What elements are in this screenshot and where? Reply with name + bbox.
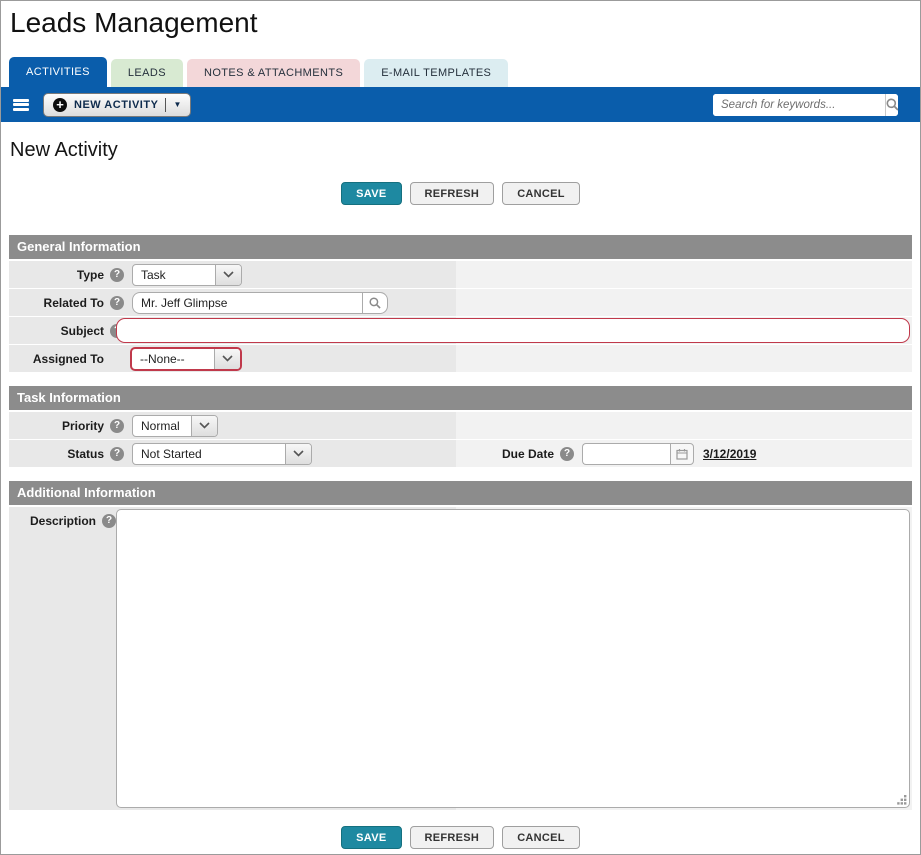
status-due-date-row: Status ? Not Started Due Date ? bbox=[9, 440, 912, 467]
task-information-section: Task Information Priority ? Normal bbox=[9, 386, 912, 467]
help-icon[interactable]: ? bbox=[110, 446, 124, 461]
status-label: Status bbox=[67, 446, 104, 461]
tab-activities[interactable]: ACTIVITIES bbox=[9, 57, 107, 87]
tab-email-templates[interactable]: E-MAIL TEMPLATES bbox=[364, 59, 509, 87]
tab-bar: ACTIVITIES LEADS NOTES & ATTACHMENTS E-M… bbox=[1, 57, 920, 87]
search-box bbox=[713, 93, 898, 116]
toolbar: + NEW ACTIVITY ▼ bbox=[1, 87, 920, 122]
menu-icon[interactable] bbox=[13, 98, 29, 111]
due-date-label: Due Date bbox=[501, 446, 554, 461]
general-information-section: General Information Type ? Task bbox=[9, 235, 912, 372]
due-date-input[interactable] bbox=[582, 442, 670, 465]
save-button[interactable]: SAVE bbox=[341, 182, 402, 205]
chevron-down-icon bbox=[285, 443, 311, 464]
help-icon[interactable]: ? bbox=[110, 418, 124, 433]
tab-leads[interactable]: LEADS bbox=[110, 59, 183, 87]
assigned-to-label: Assigned To bbox=[32, 351, 104, 366]
lookup-search-icon[interactable] bbox=[362, 291, 388, 314]
status-select[interactable]: Not Started bbox=[132, 442, 312, 465]
due-date-today-link[interactable]: 3/12/2019 bbox=[703, 446, 757, 461]
priority-row: Priority ? Normal bbox=[9, 412, 912, 439]
plus-icon: + bbox=[53, 97, 67, 112]
assigned-to-row: Assigned To ? --None-- bbox=[9, 345, 912, 372]
bottom-action-buttons: SAVE REFRESH CANCEL bbox=[9, 826, 912, 849]
related-to-input[interactable] bbox=[132, 291, 362, 314]
subject-row: Subject ? bbox=[9, 317, 912, 344]
cancel-button[interactable]: CANCEL bbox=[502, 826, 580, 849]
form-title: New Activity bbox=[10, 139, 118, 161]
save-button[interactable]: SAVE bbox=[341, 826, 402, 849]
priority-label: Priority bbox=[61, 418, 104, 433]
related-to-row: Related To ? bbox=[9, 289, 912, 316]
assigned-to-select[interactable]: --None-- bbox=[130, 346, 242, 371]
chevron-down-icon bbox=[214, 348, 240, 369]
type-row: Type ? Task bbox=[9, 261, 912, 288]
search-icon[interactable] bbox=[885, 93, 898, 116]
cancel-button[interactable]: CANCEL bbox=[502, 182, 580, 205]
tab-notes-attachments[interactable]: NOTES & ATTACHMENTS bbox=[186, 59, 361, 87]
section-header: Additional Information bbox=[9, 481, 912, 505]
section-header: General Information bbox=[9, 235, 912, 259]
page-title: Leads Management bbox=[10, 7, 258, 38]
new-activity-label: NEW ACTIVITY bbox=[74, 98, 159, 111]
chevron-down-icon bbox=[215, 264, 241, 285]
calendar-icon[interactable] bbox=[670, 442, 694, 465]
description-textarea[interactable] bbox=[116, 509, 910, 808]
new-activity-button[interactable]: + NEW ACTIVITY ▼ bbox=[43, 92, 192, 117]
description-label: Description bbox=[29, 514, 96, 528]
chevron-down-icon[interactable]: ▼ bbox=[173, 100, 182, 109]
search-input[interactable] bbox=[713, 93, 885, 116]
chevron-down-icon bbox=[191, 415, 217, 436]
section-header: Task Information bbox=[9, 386, 912, 410]
help-icon[interactable]: ? bbox=[110, 267, 124, 282]
priority-select[interactable]: Normal bbox=[132, 414, 218, 437]
help-icon[interactable]: ? bbox=[560, 446, 574, 461]
related-to-label: Related To bbox=[43, 295, 104, 310]
subject-label: Subject bbox=[60, 323, 104, 338]
help-icon[interactable]: ? bbox=[102, 514, 116, 528]
top-action-buttons: SAVE REFRESH CANCEL bbox=[9, 182, 912, 205]
refresh-button[interactable]: REFRESH bbox=[409, 826, 495, 849]
refresh-button[interactable]: REFRESH bbox=[409, 182, 495, 205]
type-label: Type bbox=[76, 267, 104, 282]
subject-input[interactable] bbox=[116, 318, 910, 343]
description-row: Description ? bbox=[9, 507, 912, 810]
additional-information-section: Additional Information Description ? bbox=[9, 481, 912, 810]
type-select[interactable]: Task bbox=[132, 263, 242, 286]
help-icon[interactable]: ? bbox=[110, 295, 124, 310]
